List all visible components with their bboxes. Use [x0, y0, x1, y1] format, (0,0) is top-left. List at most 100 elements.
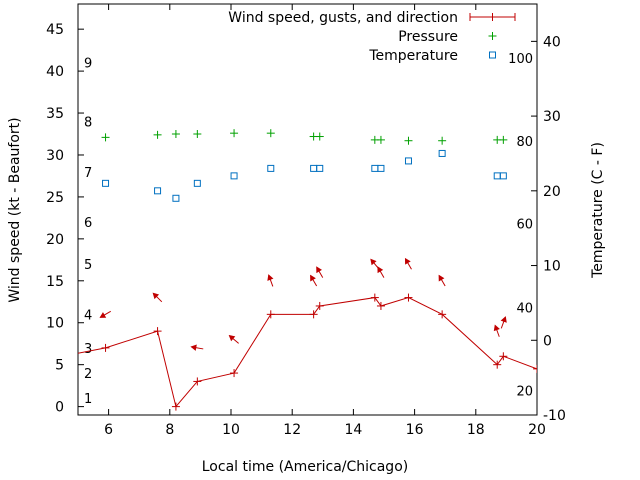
wind-direction-arrow: [370, 258, 380, 269]
y-left-tick-label: 10: [46, 316, 64, 332]
wind-point: [309, 310, 318, 319]
y-left-tick-label: 25: [46, 190, 64, 206]
x-tick-label: 10: [222, 422, 240, 438]
pressure-point: [266, 129, 275, 138]
wind-point: [493, 360, 502, 369]
y-left-tick-label: 45: [46, 22, 64, 38]
x-tick-label: 12: [283, 422, 301, 438]
y-left-tick-label: 35: [46, 106, 64, 122]
wind-direction-arrow: [316, 266, 324, 278]
y-left-tick-label: 0: [55, 400, 64, 416]
wind-direction-arrow: [500, 316, 507, 329]
wind-point: [315, 301, 324, 310]
beaufort-label: 9: [84, 57, 92, 72]
arrow-head: [493, 324, 500, 332]
temperature-point: [310, 164, 318, 172]
x-tick-label: 14: [344, 422, 362, 438]
wind-direction-arrow: [99, 310, 111, 318]
beaufort-label: 1: [84, 392, 92, 407]
fahrenheit-label: 100: [508, 52, 533, 67]
pressure-point: [153, 130, 162, 139]
fahrenheit-label: 40: [516, 301, 533, 316]
x-tick-label: 16: [406, 422, 424, 438]
wind-point: [193, 377, 202, 386]
y-left-tick-label: 30: [46, 148, 64, 164]
arrow-head: [316, 266, 322, 274]
pressure-point: [438, 136, 447, 145]
y-right-tick-label: 40: [543, 34, 561, 50]
plot-frame: [77, 3, 538, 416]
x-tick-label: 8: [165, 422, 174, 438]
wind-point: [171, 402, 180, 411]
temperature-point: [371, 164, 379, 172]
temperature-point: [316, 164, 324, 172]
arrow-head: [190, 344, 197, 351]
temperature-point: [230, 172, 238, 180]
y-axis-right-label: Temperature (C - F): [590, 142, 606, 279]
wind-point: [370, 293, 379, 302]
wind-point: [404, 293, 413, 302]
wind-point: [101, 343, 110, 352]
arrow-head: [500, 316, 507, 323]
wind-direction-arrow: [438, 274, 446, 287]
wind-direction-arrow: [377, 266, 385, 278]
legend-entry: Temperature: [368, 48, 496, 64]
arrow-head: [99, 312, 107, 318]
wind-direction-arrow: [190, 344, 204, 351]
wind-point: [153, 327, 162, 336]
fahrenheit-label: 60: [516, 218, 533, 233]
wind-point: [376, 301, 385, 310]
arrow-head: [370, 258, 377, 266]
y-left-tick-label: 5: [55, 358, 64, 374]
wind-direction-arrow: [152, 292, 163, 303]
arrow-head: [267, 274, 274, 281]
pressure-point: [315, 132, 324, 141]
y-axis-left-label: Wind speed (kt - Beaufort): [7, 117, 23, 302]
legend-entry: Pressure: [398, 29, 497, 45]
arrow-head: [310, 274, 316, 282]
legend-label: Temperature: [368, 48, 458, 64]
arrow-head: [228, 334, 236, 342]
temperature-point: [493, 172, 501, 180]
y-right-tick-label: -10: [543, 408, 566, 424]
pressure-point: [404, 136, 413, 145]
wind-point: [438, 310, 447, 319]
y-right-tick-label: 20: [543, 184, 561, 200]
x-tick-label: 20: [528, 422, 546, 438]
data-layer: [78, 129, 537, 411]
pressure-point: [499, 135, 508, 144]
y-left-tick-label: 40: [46, 64, 64, 80]
arrow-head: [404, 257, 411, 265]
wind-direction-arrow: [267, 274, 274, 287]
beaufort-label: 8: [84, 115, 92, 130]
legend-label: Wind speed, gusts, and direction: [228, 10, 458, 26]
beaufort-label: 4: [84, 308, 92, 323]
y-right-tick-label: 0: [543, 333, 552, 349]
legend-square: [489, 51, 496, 59]
pressure-point: [230, 129, 239, 138]
legend-label: Pressure: [398, 29, 458, 45]
wind-direction-arrow: [228, 334, 239, 344]
pressure-point: [101, 133, 110, 142]
beaufort-label: 5: [84, 258, 92, 273]
temperature-point: [154, 187, 162, 195]
arrow-head: [152, 292, 160, 300]
beaufort-label: 7: [84, 166, 92, 181]
wind-point: [533, 364, 537, 373]
beaufort-label: 2: [84, 367, 92, 382]
beaufort-label: 6: [84, 216, 92, 231]
y-left-tick-label: 15: [46, 274, 64, 290]
x-tick-label: 6: [104, 422, 113, 438]
wind-direction-arrow: [310, 274, 318, 287]
wind-point: [230, 369, 239, 378]
wind-direction-arrow: [404, 257, 412, 270]
arrow-head: [438, 274, 445, 282]
x-tick-label: 18: [467, 422, 485, 438]
wind-line: [78, 297, 537, 408]
fahrenheit-label: 20: [516, 384, 533, 399]
temperature-point: [438, 149, 446, 157]
temperature-point: [172, 194, 180, 202]
temperature-point: [102, 179, 110, 187]
plot-area: 6 8 10 12 14 16 18 20051015202530354045-1001020…: [46, 3, 566, 438]
wind-point: [499, 352, 508, 361]
